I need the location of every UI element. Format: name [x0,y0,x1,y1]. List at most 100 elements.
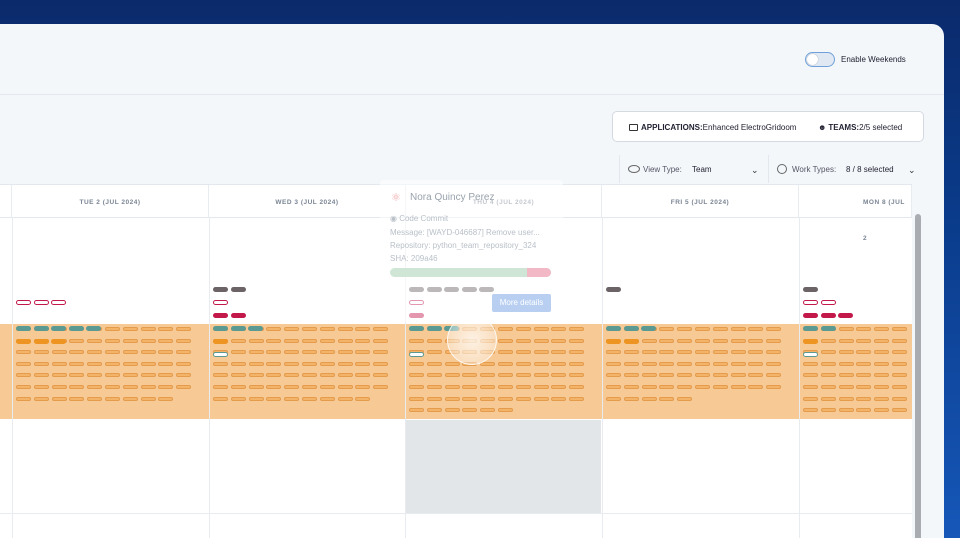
commit-pill[interactable] [874,327,890,331]
commit-pill[interactable] [659,373,675,378]
commit-pill[interactable] [659,350,675,355]
commit-pill[interactable] [641,338,657,343]
commit-pill[interactable] [426,350,442,355]
commit-pill[interactable] [140,385,156,389]
commit-pill[interactable] [623,350,639,355]
commit-pill[interactable] [444,361,460,366]
commit-pill[interactable] [569,350,585,355]
commit-pill[interactable] [319,327,335,331]
activity-chip[interactable] [51,300,66,305]
commit-pill[interactable] [606,373,621,378]
commit-pill[interactable] [213,373,228,378]
commit-pill[interactable] [856,373,872,378]
activity-chip[interactable] [33,339,49,344]
commit-pill[interactable] [337,338,353,343]
commit-pill[interactable] [838,396,854,401]
activity-chip[interactable] [803,287,818,292]
commit-pill[interactable] [641,373,657,378]
activity-chip[interactable] [230,326,246,331]
commit-pill[interactable] [158,350,174,355]
commit-pill[interactable] [337,327,353,331]
commit-pill[interactable] [730,373,746,378]
commit-pill[interactable] [140,350,156,355]
commit-pill[interactable] [569,327,585,331]
commit-pill[interactable] [105,396,120,401]
commit-pill[interactable] [337,373,353,378]
commit-pill[interactable] [515,327,531,331]
commit-pill[interactable] [122,373,138,378]
commit-pill[interactable] [659,396,675,401]
activity-chip[interactable] [820,300,836,305]
more-details-button[interactable]: More details [492,294,551,312]
commit-pill[interactable] [820,361,836,366]
commit-pill[interactable] [695,361,710,366]
commit-pill[interactable] [892,396,907,401]
commit-pill[interactable] [319,396,335,401]
commit-pill[interactable] [606,361,621,366]
commit-pill[interactable] [730,361,746,366]
commit-pill[interactable] [515,373,531,378]
activity-chip[interactable] [33,326,49,331]
commit-pill[interactable] [462,396,478,401]
commit-pill[interactable] [337,350,353,355]
commit-pill[interactable] [480,373,496,378]
activity-chip[interactable] [623,339,639,344]
commit-pill[interactable] [230,373,246,378]
commit-pill[interactable] [302,361,317,366]
commit-pill[interactable] [105,361,120,366]
teams-filter[interactable]: ☻ TEAMS:2/5 selected [818,123,903,132]
commit-pill[interactable] [230,385,246,389]
commit-pill[interactable] [140,396,156,401]
commit-pill[interactable] [677,361,693,366]
commit-pill[interactable] [355,327,371,331]
commit-pill[interactable] [444,408,460,413]
commit-pill[interactable] [820,373,836,378]
commit-pill[interactable] [515,396,531,401]
commit-pill[interactable] [856,361,872,366]
commit-pill[interactable] [176,385,192,389]
commit-pill[interactable] [677,350,693,355]
commit-pill[interactable] [766,327,782,331]
commit-pill[interactable] [176,373,192,378]
commit-pill[interactable] [51,361,67,366]
commit-pill[interactable] [302,385,317,389]
commit-pill[interactable] [373,373,389,378]
commit-pill[interactable] [695,327,710,331]
commit-pill[interactable] [856,396,872,401]
commit-pill[interactable] [856,385,872,389]
commit-pill[interactable] [498,350,513,355]
commit-pill[interactable] [176,350,192,355]
commit-pill[interactable] [248,350,264,355]
commit-pill[interactable] [856,327,872,331]
commit-pill[interactable] [748,327,764,331]
commit-pill[interactable] [569,385,585,389]
commit-pill[interactable] [373,350,389,355]
commit-pill[interactable] [551,396,567,401]
work-types-select[interactable]: Work Types: 8 / 8 selected ⌄ [768,155,926,183]
activity-chip[interactable] [51,339,66,344]
commit-pill[interactable] [874,408,890,413]
commit-pill[interactable] [248,385,264,389]
activity-chip[interactable] [641,326,656,331]
commit-pill[interactable] [409,396,424,401]
commit-pill[interactable] [515,338,531,343]
commit-pill[interactable] [355,373,371,378]
commit-pill[interactable] [462,373,478,378]
commit-pill[interactable] [319,350,335,355]
commit-pill[interactable] [140,338,156,343]
commit-pill[interactable] [87,361,103,366]
commit-pill[interactable] [176,327,192,331]
activity-chip[interactable] [16,339,31,344]
activity-chip[interactable] [820,326,836,331]
commit-pill[interactable] [266,373,282,378]
activity-chip[interactable] [16,326,31,331]
commit-pill[interactable] [838,350,854,355]
commit-pill[interactable] [51,350,67,355]
enable-weekends-toggle[interactable] [805,52,835,67]
commit-pill[interactable] [122,385,138,389]
commit-pill[interactable] [892,350,907,355]
commit-pill[interactable] [266,361,282,366]
commit-pill[interactable] [373,361,389,366]
commit-pill[interactable] [426,361,442,366]
commit-pill[interactable] [337,361,353,366]
